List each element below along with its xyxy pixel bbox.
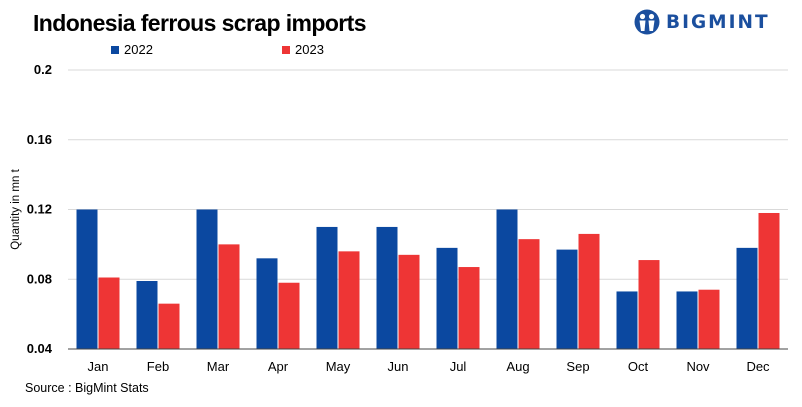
x-tick-label: Aug — [506, 359, 529, 374]
y-tick-label: 0.08 — [27, 271, 52, 286]
bar-2023-feb — [158, 303, 180, 349]
x-tick-label: Apr — [268, 359, 289, 374]
legend-swatch-2022 — [111, 45, 119, 54]
bar-2023-oct — [638, 260, 660, 349]
x-tick-label: Oct — [628, 359, 649, 374]
x-tick-label: Mar — [207, 359, 230, 374]
bar-2022-oct — [616, 291, 638, 349]
legend-label-2023: 2023 — [295, 42, 324, 57]
bar-2022-mar — [196, 209, 218, 349]
brand-name: BIGMINT — [666, 11, 770, 33]
bar-2022-sep — [556, 249, 578, 349]
y-axis-title: Quantity in mn t — [10, 168, 22, 249]
x-tick-label: Dec — [746, 359, 770, 374]
bar-2022-jun — [376, 226, 398, 349]
y-tick-label: 0.12 — [27, 202, 52, 217]
y-tick-label: 0.2 — [34, 62, 52, 77]
bar-2023-aug — [518, 239, 540, 349]
bar-2023-may — [338, 251, 360, 349]
y-tick-label: 0.16 — [27, 132, 52, 147]
legend-item-2023: 2023 — [282, 42, 324, 57]
bar-2022-aug — [496, 209, 518, 349]
bar-2023-mar — [218, 244, 240, 349]
bar-2022-apr — [256, 258, 278, 349]
bar-2023-jun — [398, 254, 420, 349]
legend-label-2022: 2022 — [124, 42, 153, 57]
bar-2023-dec — [758, 212, 780, 349]
bar-2023-jan — [98, 277, 120, 349]
x-tick-label: Feb — [147, 359, 169, 374]
x-tick-label: Jan — [88, 359, 109, 374]
bar-2022-nov — [676, 291, 698, 349]
bar-2022-feb — [136, 280, 158, 349]
bar-2023-sep — [578, 233, 600, 349]
x-tick-label: May — [326, 359, 351, 374]
legend-item-2022: 2022 — [111, 42, 153, 57]
bar-2022-jan — [76, 209, 98, 349]
x-tick-label: Jul — [450, 359, 467, 374]
bar-2023-jul — [458, 267, 480, 349]
x-tick-label: Nov — [686, 359, 710, 374]
bar-2023-nov — [698, 289, 720, 349]
brand-logo: BIGMINT — [634, 8, 770, 36]
bar-2023-apr — [278, 282, 300, 349]
legend-swatch-2023 — [282, 45, 290, 54]
bar-2022-jul — [436, 247, 458, 349]
bigmint-people-icon — [634, 9, 660, 35]
bar-2022-may — [316, 226, 338, 349]
chart-title: Indonesia ferrous scrap imports — [33, 10, 366, 36]
x-tick-label: Jun — [388, 359, 409, 374]
y-tick-label: 0.04 — [27, 341, 53, 356]
x-tick-label: Sep — [566, 359, 589, 374]
bar-2022-dec — [736, 247, 758, 349]
source-note: Source : BigMint Stats — [25, 381, 149, 395]
